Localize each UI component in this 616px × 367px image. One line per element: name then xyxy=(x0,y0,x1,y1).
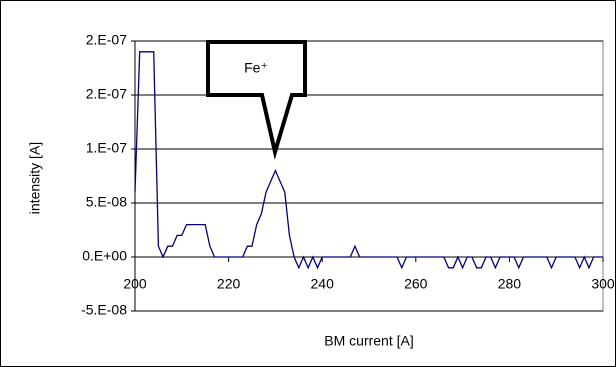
y-axis-label: intensity [A] xyxy=(27,142,43,214)
y-tick-label: 1.E-07 xyxy=(86,140,127,156)
y-tick-label: 2.E-07 xyxy=(86,86,127,102)
data-line xyxy=(134,51,603,270)
callout xyxy=(206,40,307,160)
y-tick-label: -5.E-08 xyxy=(81,302,127,318)
annotation: Fe⁺ xyxy=(244,60,268,76)
x-tick-label: 220 xyxy=(217,276,241,292)
y-tick-label: 5.E-08 xyxy=(86,194,127,210)
y-tick-label: 2.E-07 xyxy=(86,32,127,48)
x-tick-label: 280 xyxy=(498,276,522,292)
plot-area xyxy=(134,40,604,312)
x-tick-label: 260 xyxy=(404,276,428,292)
y-tick-label: 0.E+00 xyxy=(82,248,127,264)
x-tick-label: 240 xyxy=(311,276,335,292)
x-tick-label: 300 xyxy=(591,276,615,292)
x-axis-label: BM current [A] xyxy=(324,333,413,349)
